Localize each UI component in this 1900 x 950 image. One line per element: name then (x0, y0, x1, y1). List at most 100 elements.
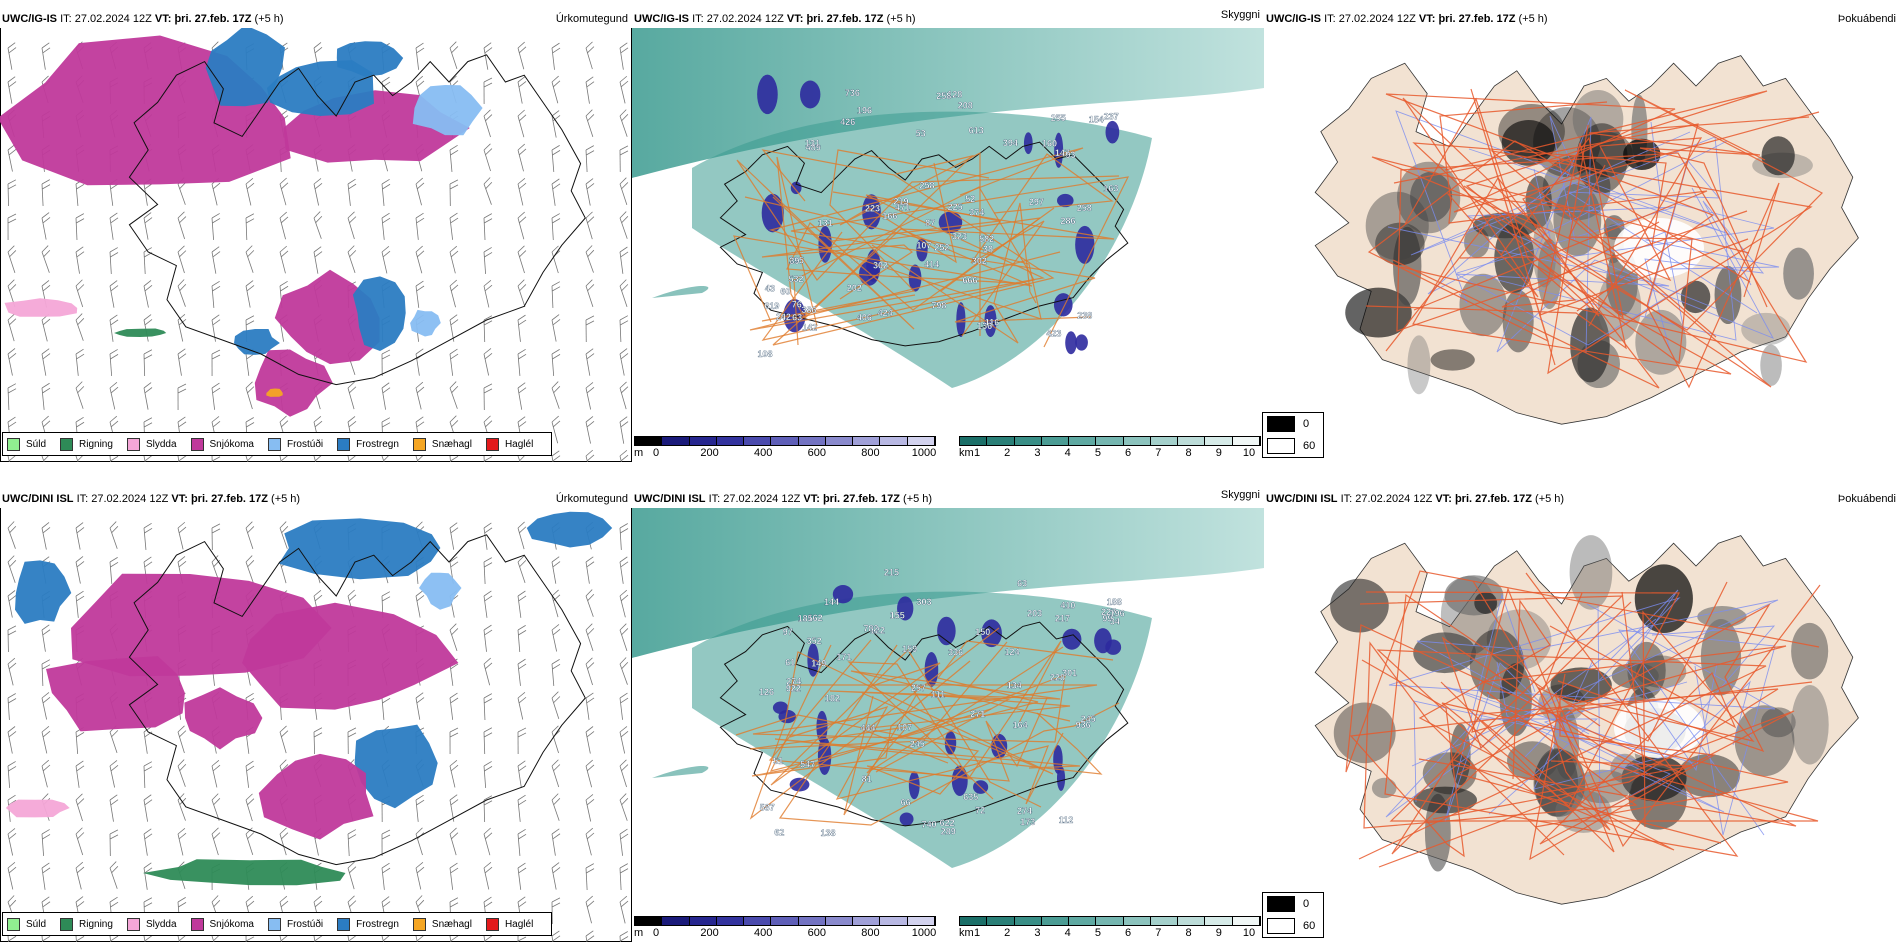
wind-barb (449, 794, 459, 822)
wind-barb (483, 590, 493, 618)
panel-header: UWC/DINI ISL IT: 27.02.2024 12Z VT: þri.… (0, 490, 632, 508)
colorbar-cell (744, 437, 772, 445)
colorbar-tick-label: 1000 (911, 447, 937, 459)
visibility-value: 258 (919, 181, 934, 191)
legend-label: Slydda (145, 918, 177, 930)
visibility-value: 39 (789, 256, 799, 266)
panel-precip-type-dini: UWC/DINI ISL IT: 27.02.2024 12Z VT: þri.… (0, 490, 632, 942)
wind-barb (585, 930, 595, 942)
visibility-value: 97 (783, 627, 793, 637)
colorbar-cell (907, 917, 935, 925)
wind-barb (517, 760, 527, 788)
terrain-peak (757, 74, 778, 115)
visibility-value: 166 (882, 211, 897, 221)
visibility-value: 258 (936, 91, 951, 101)
terrain-peak (1056, 193, 1074, 208)
fog-shading (1573, 769, 1632, 804)
terrain-peak (1062, 628, 1082, 650)
wind-barb (585, 449, 595, 462)
wind-barb (449, 348, 459, 376)
fog-legend-swatch (1267, 416, 1295, 432)
visibility-value: 134 (1007, 681, 1022, 691)
wind-barb (585, 863, 595, 890)
precip-map-svg (0, 508, 632, 942)
visibility-value: 131 (805, 139, 820, 149)
colorbar-cell (853, 437, 881, 445)
panel-header: UWC/IG-IS IT: 27.02.2024 12Z VT: þri. 27… (0, 10, 632, 28)
colorbar-tick-label: 1 (973, 927, 981, 939)
visibility-value: 303 (917, 597, 932, 607)
it-value: 27.02.2024 12Z (91, 493, 169, 505)
wind-barb (177, 725, 187, 754)
wind-barb (551, 213, 561, 240)
precip-area-rigning (114, 328, 167, 337)
wind-barb (143, 247, 153, 274)
fog-shading (1459, 273, 1507, 337)
wind-barb (211, 793, 221, 821)
panel-visibility-igis: UWC/IG-IS IT: 27.02.2024 12Z VT: þri. 27… (632, 10, 1264, 462)
it-value: 27.02.2024 12Z (1338, 13, 1416, 25)
road (736, 159, 1120, 330)
wind-barb (143, 522, 153, 550)
precip-type-map (0, 28, 632, 462)
wind-barb (279, 177, 289, 206)
road (1529, 673, 1716, 861)
wind-barb (449, 827, 459, 856)
road (769, 640, 1114, 772)
visibility-value: 257 (911, 683, 926, 693)
visibility-value: 34 (1110, 616, 1120, 626)
wind-barb (585, 348, 595, 376)
colorbar-tick-label: 6 (1125, 927, 1132, 939)
colorbar-cells (634, 916, 936, 926)
visibility-value: 52 (965, 194, 975, 204)
wind-barb (143, 314, 153, 342)
legend-swatch (7, 437, 20, 451)
colorbar-tick-label: 3 (1034, 447, 1041, 459)
visibility-value: 302 (972, 256, 987, 266)
wind-barb (619, 211, 629, 239)
road (770, 649, 1042, 808)
wind-barb (517, 109, 527, 138)
fog-shading (1393, 226, 1422, 306)
wind-barb (619, 348, 629, 376)
visibility-value: 274 (1017, 806, 1032, 816)
colorbar-tick-label: 7 (1155, 927, 1162, 939)
road (786, 207, 1055, 311)
it-value: 27.02.2024 12Z (723, 493, 801, 505)
wind-barb (7, 76, 17, 104)
wind-barb (483, 280, 493, 308)
visibility-value: 386 (801, 305, 816, 315)
wind-barb (449, 623, 459, 651)
legend-item: Frostúði (267, 917, 323, 931)
visibility-value: 302 (873, 260, 888, 270)
wind-barb (517, 828, 527, 856)
visibility-value: 208 (958, 100, 973, 110)
fog-shading (1714, 265, 1742, 325)
visibility-value: 258 (1077, 203, 1092, 213)
fog-shading (1555, 790, 1612, 833)
wind-barb (7, 862, 17, 890)
wind-barb (551, 42, 561, 70)
colorbar-cell (689, 917, 717, 925)
wind-barb (619, 657, 629, 685)
colorbar-cell (1205, 917, 1233, 925)
colorbar-cell (798, 917, 826, 925)
wind-barb (585, 657, 595, 686)
wind-barb (619, 315, 629, 342)
visibility-value: 43 (765, 283, 775, 293)
fog-shading (1734, 705, 1795, 777)
river (1610, 589, 1718, 772)
wind-barb (415, 42, 425, 70)
wind-barb (585, 692, 595, 720)
river (1444, 593, 1571, 823)
visibility-value: 406 (857, 312, 872, 322)
wind-barb (551, 759, 561, 788)
wind-barb (347, 727, 357, 755)
road (1385, 93, 1820, 312)
visibility-value: 142 (802, 323, 817, 333)
colorbar-cell (744, 917, 772, 925)
wind-barb (619, 931, 629, 942)
wind-barb (551, 624, 561, 652)
fog-shading (1422, 752, 1477, 795)
wind-barb (143, 828, 153, 856)
